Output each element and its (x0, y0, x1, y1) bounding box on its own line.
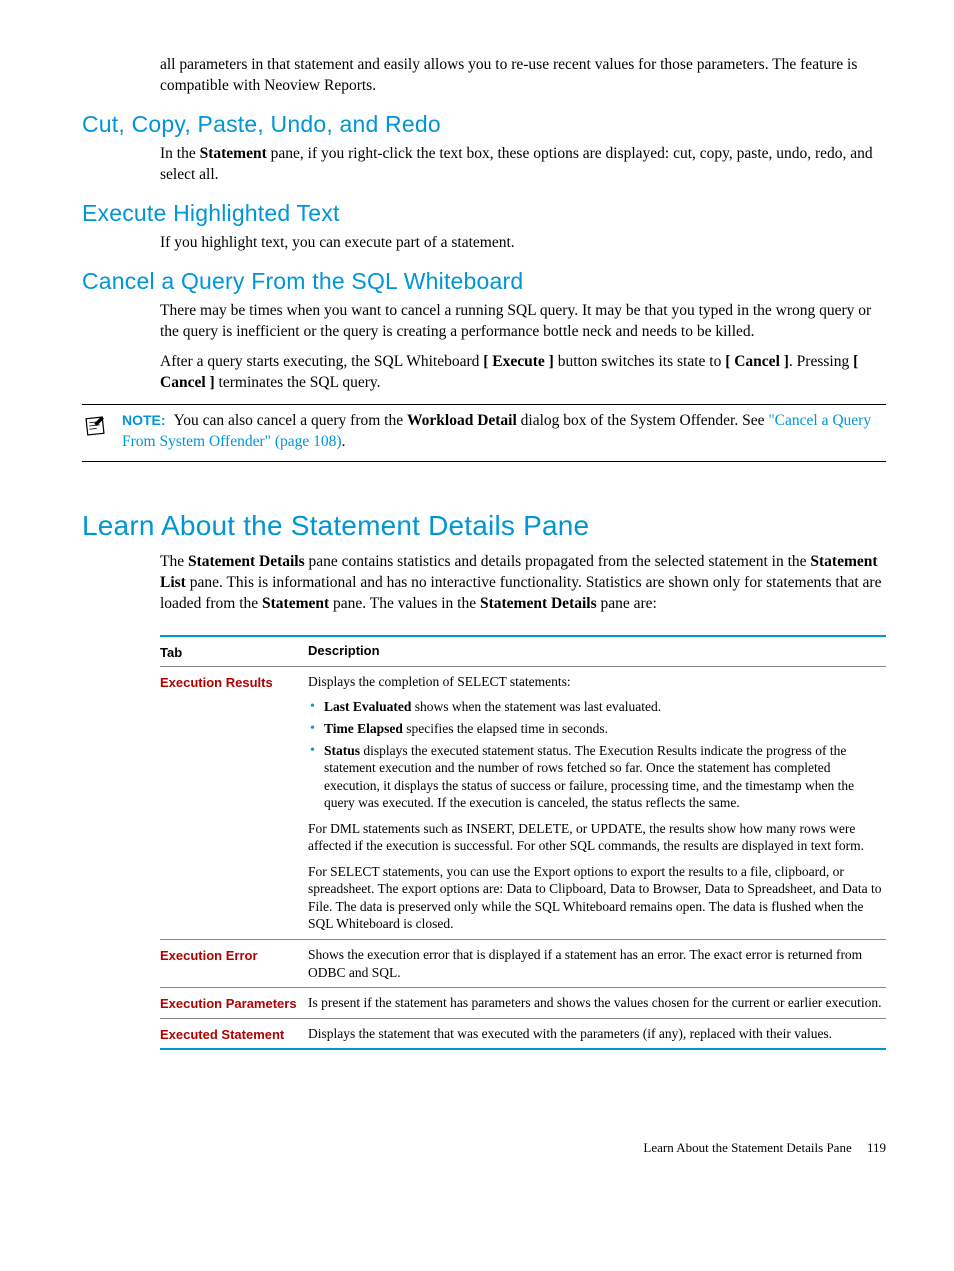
heading-execute-highlighted: Execute Highlighted Text (82, 200, 886, 227)
table-header-tab: Tab (160, 643, 308, 660)
table-tab-execution-results: Execution Results (160, 673, 308, 933)
bullet-item: Time Elapsed specifies the elapsed time … (308, 720, 886, 738)
intro-paragraph: all parameters in that statement and eas… (160, 55, 886, 97)
table-row: Execution Error Shows the execution erro… (160, 939, 886, 987)
cancel-query-p1: There may be times when you want to canc… (160, 301, 886, 343)
table-desc-executed-statement: Displays the statement that was executed… (308, 1025, 886, 1043)
table-tab-executed-statement: Executed Statement (160, 1025, 308, 1043)
note-block: NOTE:You can also cancel a query from th… (82, 404, 886, 462)
page-number: 119 (867, 1140, 886, 1155)
document-page: all parameters in that statement and eas… (0, 0, 954, 1196)
table-header-row: Tab Description (160, 637, 886, 666)
note-label: NOTE: (122, 412, 166, 428)
table-tab-execution-error: Execution Error (160, 946, 308, 981)
execute-highlighted-paragraph: If you highlight text, you can execute p… (160, 233, 886, 254)
bullet-list: Last Evaluated shows when the statement … (308, 698, 886, 811)
table-row: Executed Statement Displays the statemen… (160, 1018, 886, 1049)
page-footer: Learn About the Statement Details Pane 1… (82, 1140, 886, 1156)
table-row: Execution Results Displays the completio… (160, 666, 886, 939)
heading-cut-copy: Cut, Copy, Paste, Undo, and Redo (82, 111, 886, 138)
table-row: Execution Parameters Is present if the s… (160, 987, 886, 1018)
statement-details-paragraph: The Statement Details pane contains stat… (160, 552, 886, 615)
bullet-item: Status displays the executed statement s… (308, 742, 886, 812)
heading-statement-details: Learn About the Statement Details Pane (82, 510, 886, 542)
note-body: NOTE:You can also cancel a query from th… (122, 411, 886, 453)
note-icon (82, 413, 108, 439)
footer-text: Learn About the Statement Details Pane (643, 1140, 851, 1155)
table-tab-execution-parameters: Execution Parameters (160, 994, 308, 1012)
table-header-desc: Description (308, 643, 886, 660)
bullet-item: Last Evaluated shows when the statement … (308, 698, 886, 716)
table-desc-execution-parameters: Is present if the statement has paramete… (308, 994, 886, 1012)
table-desc-execution-results: Displays the completion of SELECT statem… (308, 673, 886, 933)
cancel-query-p2: After a query starts executing, the SQL … (160, 352, 886, 394)
cut-copy-paragraph: In the Statement pane, if you right-clic… (160, 144, 886, 186)
statement-details-table: Tab Description Execution Results Displa… (160, 635, 886, 1050)
heading-cancel-query: Cancel a Query From the SQL Whiteboard (82, 268, 886, 295)
table-desc-execution-error: Shows the execution error that is displa… (308, 946, 886, 981)
